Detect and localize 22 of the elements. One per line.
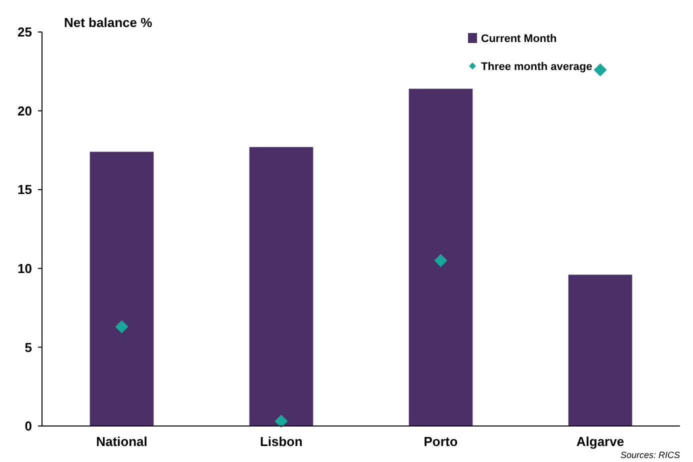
legend-label: Three month average <box>481 60 592 73</box>
x-tick-label: Porto <box>424 434 458 449</box>
source-note: Sources: RICS <box>620 450 680 460</box>
legend-label: Current Month <box>481 32 558 45</box>
y-tick-label: 0 <box>24 418 32 434</box>
x-tick-label: Algarve <box>576 434 624 449</box>
y-axis-title: Net balance % <box>64 15 153 30</box>
y-tick-label: 10 <box>18 260 32 276</box>
point <box>274 414 288 428</box>
point <box>594 63 607 76</box>
x-tick-label: National <box>96 434 148 449</box>
bar <box>90 152 154 426</box>
y-tick-label: 20 <box>18 103 32 118</box>
x-tick-label: Lisbon <box>260 434 303 449</box>
bar <box>568 274 632 426</box>
point <box>115 320 128 334</box>
y-tick-label: 25 <box>18 24 32 40</box>
bar <box>249 147 314 426</box>
point <box>434 254 448 268</box>
bar <box>408 88 473 426</box>
y-tick-label: 15 <box>18 182 32 198</box>
y-tick-label: 5 <box>24 340 32 355</box>
